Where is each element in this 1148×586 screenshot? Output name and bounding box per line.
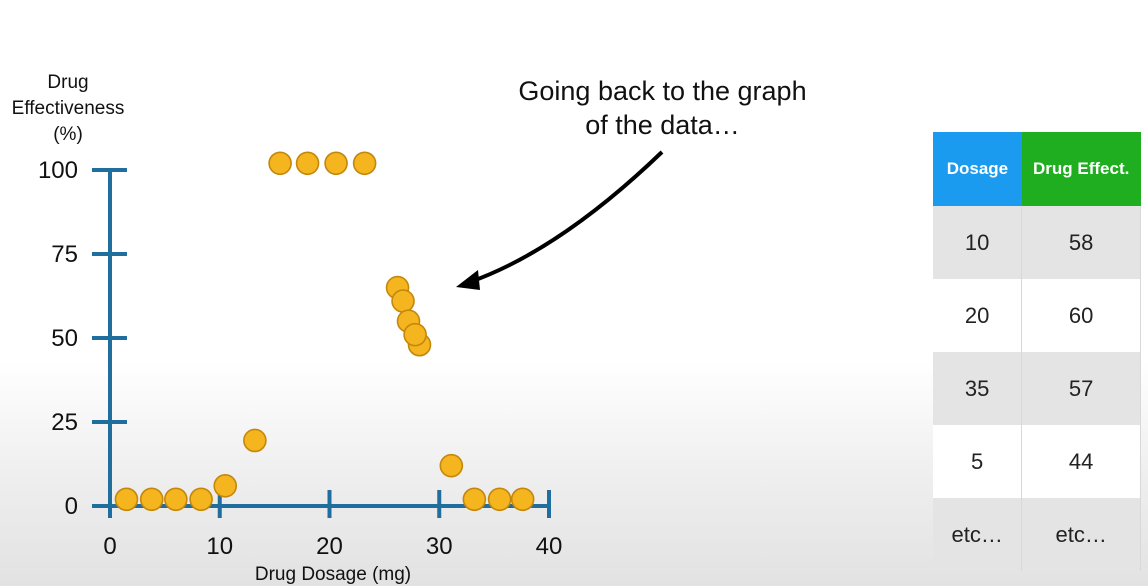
y-tick-label: 100 (38, 157, 78, 184)
table-row: etc… etc… (933, 498, 1141, 571)
table-row: 10 58 (933, 206, 1141, 279)
y-tick-label: 0 (65, 493, 78, 520)
data-point (391, 289, 415, 313)
data-point (324, 151, 348, 176)
dosage-cell: 5 (933, 425, 1023, 498)
x-axis-label: Drug Dosage (mg) (255, 564, 411, 585)
data-point (510, 487, 535, 512)
dosage-header: Dosage (933, 132, 1022, 206)
effect-cell: 60 (1021, 279, 1141, 352)
x-tick-label: 30 (426, 533, 453, 560)
data-point (462, 487, 487, 512)
annotation-line: of the data… (585, 110, 740, 140)
table-row: 20 60 (933, 279, 1141, 352)
y-axis-label: Drug Effectiveness (%) (12, 72, 125, 145)
effect-cell: 57 (1021, 352, 1141, 425)
annotation-text: Going back to the graph of the data… (490, 74, 835, 142)
data-point (164, 487, 188, 512)
dosage-cell: 10 (933, 206, 1023, 279)
y-axis-label-line: Effectiveness (12, 98, 125, 119)
table-header-row: Dosage Drug Effect. (933, 132, 1141, 206)
data-point (189, 487, 213, 512)
x-ticks: 0 10 20 30 40 (103, 490, 562, 560)
data-point (487, 487, 512, 512)
dosage-cell: 35 (933, 352, 1023, 425)
data-point (295, 151, 320, 176)
arrow-head (456, 270, 480, 290)
data-point (243, 428, 267, 453)
y-tick-label: 50 (51, 325, 78, 352)
y-tick-label: 75 (51, 241, 78, 268)
table-row: 35 57 (933, 352, 1141, 425)
y-axis-label-line: (%) (53, 124, 83, 145)
annotation-line: Going back to the graph (518, 76, 807, 106)
y-tick-label: 25 (51, 409, 78, 436)
effect-cell: 58 (1021, 206, 1141, 279)
y-ticks: 0 25 50 75 100 (38, 157, 127, 520)
data-table: Dosage Drug Effect. 10 58 20 60 35 57 5 … (933, 132, 1141, 571)
arrow-shaft (469, 150, 664, 284)
annotation-arrow (456, 150, 664, 290)
x-tick-label: 40 (536, 533, 563, 560)
data-point (139, 487, 164, 512)
effect-cell: 44 (1021, 425, 1141, 498)
effect-cell: etc… (1021, 498, 1141, 571)
table-row: 5 44 (933, 425, 1141, 498)
data-point (352, 151, 377, 176)
data-point (403, 322, 427, 347)
drug-effect-header: Drug Effect. (1021, 132, 1141, 206)
data-point (114, 487, 139, 512)
dosage-cell: 20 (933, 279, 1023, 352)
x-tick-label: 20 (316, 533, 343, 560)
dosage-cell: etc… (933, 498, 1023, 571)
x-tick-label: 10 (206, 533, 233, 560)
x-tick-label: 0 (103, 533, 116, 560)
data-point (268, 151, 292, 176)
y-axis-label-line: Drug (47, 72, 88, 93)
data-point (439, 453, 464, 478)
data-points (114, 151, 535, 512)
axes (92, 168, 551, 508)
data-point (213, 474, 238, 498)
